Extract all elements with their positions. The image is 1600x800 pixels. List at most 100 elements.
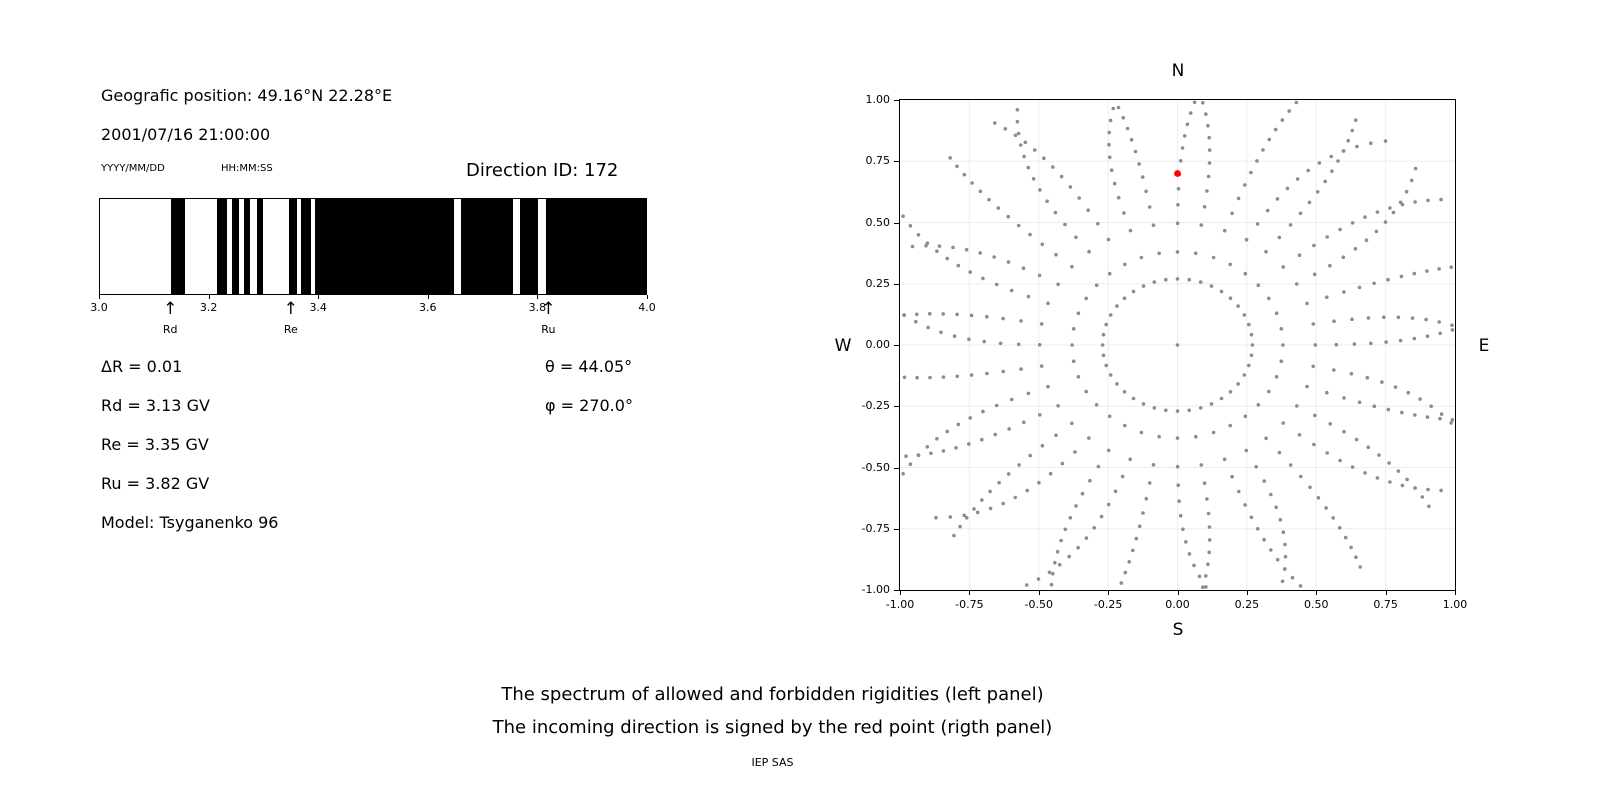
asymptotic-direction-dot (1194, 251, 1198, 256)
asymptotic-direction-dot (1305, 301, 1309, 306)
asymptotic-direction-dot (1382, 315, 1386, 319)
asymptotic-direction-dot (1393, 385, 1398, 389)
asymptotic-direction-dot (955, 312, 959, 317)
asymptotic-direction-dot (1274, 505, 1278, 510)
asymptotic-direction-dot (1104, 363, 1108, 368)
asymptotic-direction-dot (1157, 251, 1161, 256)
allowed-rigidity-band (257, 199, 263, 294)
asymptotic-direction-dot (1176, 203, 1180, 207)
asymptotic-direction-dot (1366, 316, 1371, 320)
x-tick (1385, 591, 1387, 595)
date-format-label: YYYY/MM/DD (101, 163, 165, 174)
asymptotic-direction-dot (1199, 223, 1204, 227)
asymptotic-direction-dot (1396, 469, 1401, 473)
asymptotic-direction-dot (1255, 527, 1260, 531)
asymptotic-direction-dot (994, 403, 999, 408)
credit-label: IEP SAS (751, 756, 794, 769)
asymptotic-direction-dot (1386, 277, 1390, 282)
asymptotic-direction-dot (1228, 423, 1232, 428)
asymptotic-direction-dot (1080, 491, 1085, 496)
asymptotic-direction-dot (1147, 205, 1152, 209)
asymptotic-direction-dot (1375, 210, 1380, 214)
asymptotic-direction-dot (1152, 280, 1157, 284)
asymptotic-direction-dot (1087, 436, 1091, 440)
asymptotic-direction-dot (1297, 253, 1302, 257)
asymptotic-direction-dot (1128, 228, 1133, 233)
asymptotic-direction-dot (968, 270, 972, 274)
asymptotic-direction-dot (967, 337, 971, 342)
asymptotic-direction-dot (972, 507, 976, 511)
asymptotic-direction-dot (1384, 340, 1388, 344)
asymptotic-direction-dot (1016, 131, 1021, 136)
asymptotic-direction-dot (1039, 364, 1044, 368)
asymptotic-direction-dot (1115, 304, 1119, 308)
asymptotic-direction-dot (1273, 127, 1278, 132)
direction-plot (899, 99, 1456, 591)
asymptotic-direction-dot (1267, 296, 1271, 301)
asymptotic-direction-dot (970, 181, 974, 185)
asymptotic-direction-dot (1141, 511, 1145, 515)
asymptotic-direction-dot (1306, 168, 1310, 173)
asymptotic-direction-dot (1315, 190, 1320, 194)
asymptotic-direction-dot (1006, 260, 1011, 264)
asymptotic-direction-dot (1425, 415, 1430, 419)
asymptotic-direction-dot (948, 156, 952, 160)
asymptotic-direction-dot (902, 313, 906, 317)
asymptotic-direction-dot (1242, 373, 1247, 377)
asymptotic-direction-dot (1438, 416, 1442, 421)
asymptotic-direction-dot (997, 480, 1001, 485)
asymptotic-direction-dot (1077, 196, 1081, 200)
asymptotic-direction-dot (1334, 342, 1339, 347)
asymptotic-direction-dot (1330, 169, 1334, 173)
asymptotic-direction-dot (1060, 461, 1065, 466)
asymptotic-direction-dot (1040, 444, 1045, 448)
asymptotic-direction-dot (1222, 228, 1227, 233)
asymptotic-direction-dot (1308, 485, 1312, 490)
asymptotic-direction-dot (1450, 328, 1455, 332)
asymptotic-direction-dot (1363, 215, 1367, 219)
asymptotic-direction-dot (1131, 548, 1135, 553)
asymptotic-direction-dot (1187, 277, 1191, 282)
y-tick (894, 345, 899, 346)
asymptotic-direction-dot (1059, 174, 1064, 179)
x-tick (1108, 591, 1110, 595)
asymptotic-direction-dot (958, 524, 962, 529)
asymptotic-direction-dot (1249, 515, 1254, 520)
asymptotic-direction-dot (1328, 263, 1332, 268)
x-tick-label: 0.75 (1373, 598, 1398, 611)
x-tick-label: -1.00 (885, 598, 915, 611)
y-tick-label: 1.00 (865, 93, 891, 106)
asymptotic-direction-dot (1355, 144, 1359, 149)
asymptotic-direction-dot (1199, 463, 1204, 467)
asymptotic-direction-dot (1067, 554, 1071, 559)
asymptotic-direction-dot (908, 224, 913, 228)
asymptotic-direction-dot (1032, 148, 1037, 152)
asymptotic-direction-dot (1025, 488, 1029, 493)
asymptotic-direction-dot (1312, 243, 1316, 248)
y-tick (894, 590, 899, 591)
asymptotic-direction-dot (1249, 170, 1253, 175)
asymptotic-direction-dot (1070, 264, 1074, 269)
asymptotic-direction-dot (1256, 283, 1261, 287)
asymptotic-direction-dot (1107, 414, 1112, 419)
asymptotic-direction-dot (1338, 458, 1342, 463)
asymptotic-direction-dot (1281, 265, 1285, 269)
asymptotic-direction-dot (1311, 364, 1315, 369)
y-tick (894, 283, 899, 285)
asymptotic-direction-dot (1254, 465, 1258, 469)
asymptotic-direction-dot (1023, 140, 1028, 145)
asymptotic-direction-dot (1206, 562, 1210, 567)
asymptotic-direction-dot (1294, 100, 1299, 105)
asymptotic-direction-dot (1211, 430, 1216, 435)
asymptotic-direction-dot (1264, 436, 1268, 441)
cutoff-marker-label: Re (283, 323, 298, 336)
asymptotic-direction-dot (981, 276, 985, 281)
asymptotic-direction-dot (1031, 177, 1036, 181)
asymptotic-direction-dot (1112, 181, 1117, 186)
asymptotic-direction-dot (1182, 134, 1187, 138)
asymptotic-direction-dot (1206, 123, 1210, 128)
asymptotic-direction-dot (1350, 465, 1355, 469)
asymptotic-direction-dot (1283, 554, 1288, 559)
ru-value: Ru = 3.82 GV (101, 474, 210, 493)
asymptotic-direction-dot (1129, 138, 1134, 142)
